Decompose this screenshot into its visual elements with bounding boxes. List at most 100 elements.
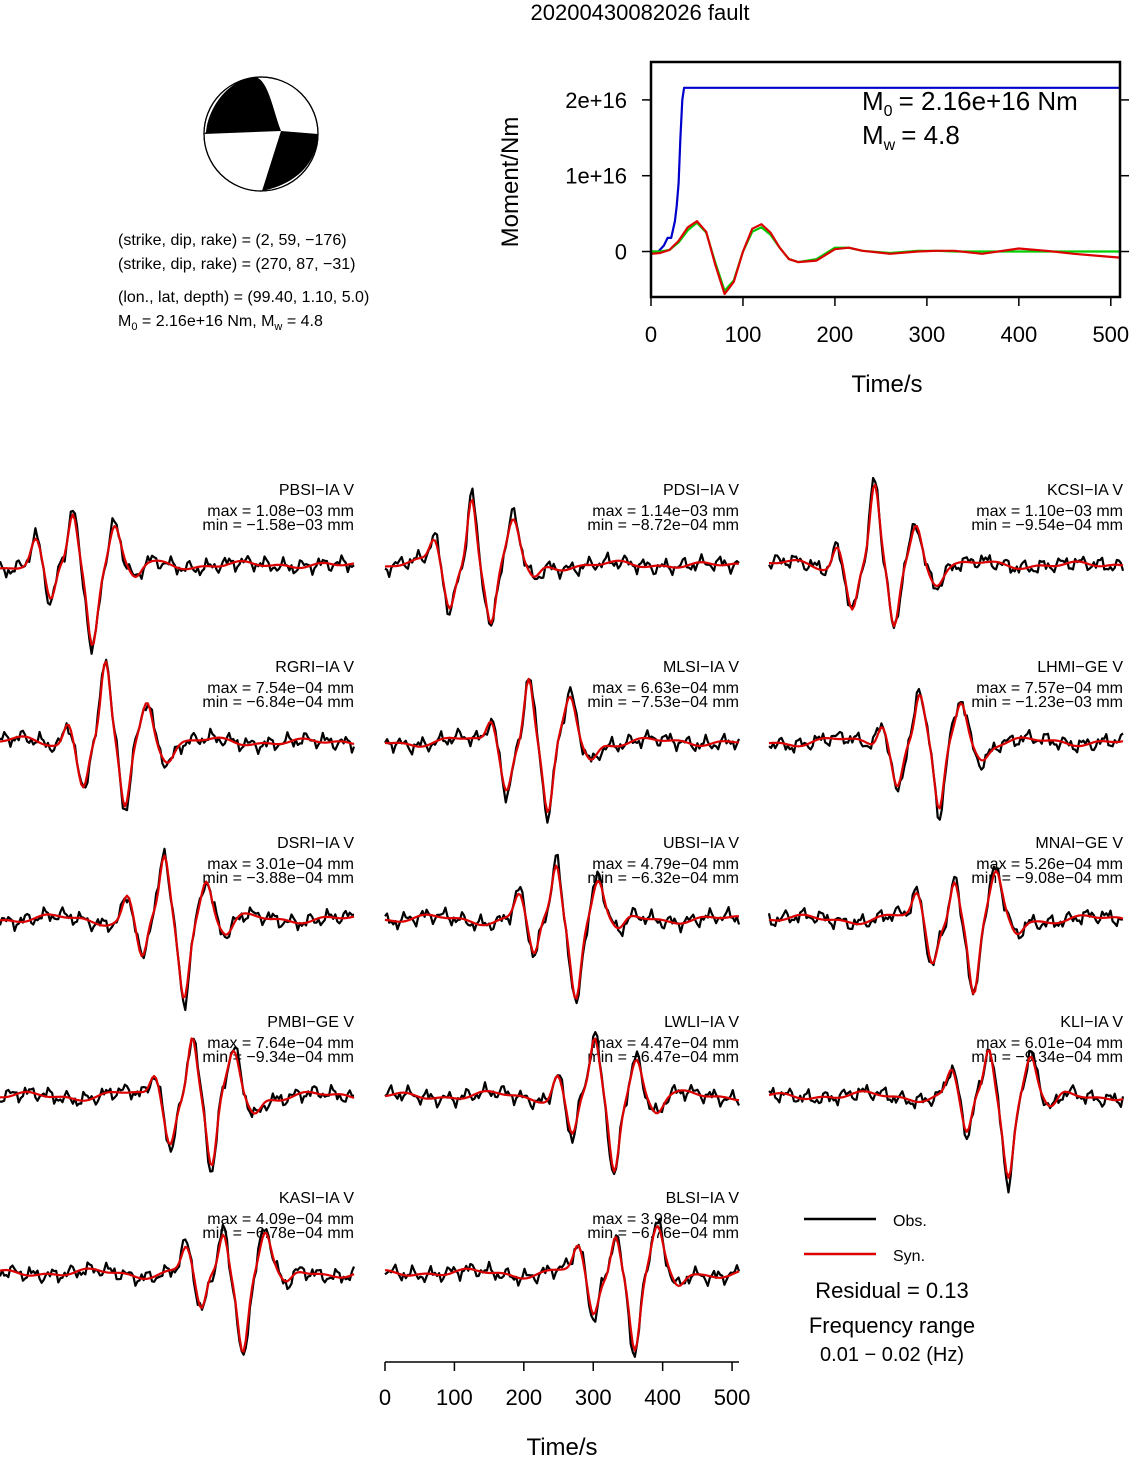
hypocenter-info: (lon., lat, depth) = (99.40, 1.10, 5.0) <box>118 289 370 306</box>
synthetic-trace <box>0 854 355 999</box>
synthetic-trace <box>384 1037 740 1173</box>
waveform-x-axis-label: Time/s <box>526 1434 597 1458</box>
max-amplitude-label: max = 4.47e−04 mm <box>592 1035 739 1052</box>
max-amplitude-label: max = 7.54e−04 mm <box>207 680 354 697</box>
station-label: PMBI−GE V <box>267 1014 354 1031</box>
station-label: MNAI−GE V <box>1035 835 1123 852</box>
max-amplitude-label: max = 7.64e−04 mm <box>207 1035 354 1052</box>
synthetic-trace <box>768 693 1124 810</box>
figure-title: 20200430082026 fault <box>531 0 750 25</box>
time-axis-tick-label: 500 <box>714 1385 751 1410</box>
legend-obs-label: Obs. <box>893 1213 927 1230</box>
min-amplitude-label: min = −7.53e−04 mm <box>587 694 739 711</box>
frequency-range-title: Frequency range <box>809 1313 975 1338</box>
moment-axis-ticks: 0 100 200 300 400 500 0 1e+16 2e+16 <box>565 88 1129 347</box>
time-axis-tick-label: 400 <box>644 1385 681 1410</box>
moment-y-tick-label: 0 <box>615 240 627 265</box>
moment-series-lines <box>650 86 1121 296</box>
station-label: MLSI−IA V <box>663 659 739 676</box>
max-amplitude-label: max = 5.26e−04 mm <box>976 856 1123 873</box>
synthetic-trace <box>384 677 739 814</box>
moment-y-tick-label: 1e+16 <box>565 164 627 189</box>
observed-trace <box>384 1217 741 1358</box>
min-amplitude-label: min = −9.34e−04 mm <box>202 1049 354 1066</box>
station-label: LWLI−IA V <box>664 1014 739 1031</box>
min-amplitude-label: min = −6.32e−04 mm <box>587 870 739 887</box>
time-axis-tick-label: 0 <box>379 1385 391 1410</box>
nodal-plane-1: (strike, dip, rake) = (2, 59, −176) <box>118 232 347 249</box>
synthetic-trace <box>384 498 740 625</box>
synthetic-trace <box>0 513 355 646</box>
moment-x-tick-label: 300 <box>909 322 946 347</box>
min-amplitude-label: min = −1.58e−03 mm <box>202 517 354 534</box>
moment-y-tick-label: 2e+16 <box>565 88 627 113</box>
observed-trace <box>0 509 355 655</box>
min-amplitude-label: min = −8.72e−04 mm <box>587 517 739 534</box>
synthetic-trace <box>768 1049 1124 1179</box>
observed-trace <box>0 1223 356 1356</box>
moment-y-axis-label: Moment/Nm <box>497 117 524 248</box>
focal-mechanism-beachball <box>203 76 319 192</box>
synthetic-trace <box>0 660 355 808</box>
min-amplitude-label: min = −6.84e−04 mm <box>202 694 354 711</box>
beachball-compressional-quadrant-upper <box>204 77 281 134</box>
moment-magnitude-info: M0 = 2.16e+16 Nm, Mw = 4.8 <box>118 313 323 334</box>
synthetic-trace <box>384 864 740 1000</box>
station-label: PBSI−IA V <box>279 482 354 499</box>
waveform-legend: Obs. Syn. Residual = 0.13 Frequency rang… <box>804 1213 975 1366</box>
min-amplitude-label: min = −9.08e−04 mm <box>971 870 1123 887</box>
synthetic-trace <box>0 1037 355 1167</box>
time-axis-tick-label: 200 <box>505 1385 542 1410</box>
station-label: KASI−IA V <box>279 1190 354 1207</box>
min-amplitude-label: min = −1.23e−03 mm <box>971 694 1123 711</box>
station-label: BLSI−IA V <box>666 1190 740 1207</box>
station-label: KLI−IA V <box>1060 1014 1123 1031</box>
max-amplitude-label: max = 3.01e−04 mm <box>207 856 354 873</box>
station-label: PDSI−IA V <box>663 482 739 499</box>
moment-plot-frame <box>649 60 1122 299</box>
time-axis-tick-label: 300 <box>575 1385 612 1410</box>
moment-function-chart: Moment/Nm Time/s 0 100 200 300 400 500 0 1e+16 2… <box>497 60 1129 398</box>
max-amplitude-label: max = 3.98e−04 mm <box>592 1211 739 1228</box>
min-amplitude-label: min = −6.78e−04 mm <box>202 1225 354 1242</box>
synthetic-trace <box>384 1225 740 1352</box>
moment-mw-annotation: Mw = 4.8 <box>862 120 960 154</box>
waveform-time-axis: 0 100 200 300 400 500 <box>379 1361 751 1410</box>
min-amplitude-label: min = −9.54e−04 mm <box>971 517 1123 534</box>
moment-x-tick-label: 0 <box>645 322 657 347</box>
synthetic-trace <box>769 483 1124 628</box>
observed-trace <box>767 865 1124 996</box>
legend-syn-label: Syn. <box>893 1248 925 1265</box>
max-amplitude-label: max = 4.09e−04 mm <box>207 1211 354 1228</box>
observed-trace <box>384 1030 740 1176</box>
max-amplitude-label: max = 1.08e−03 mm <box>207 503 354 520</box>
min-amplitude-label: min = −3.88e−04 mm <box>202 870 354 887</box>
moment-x-axis-label: Time/s <box>851 371 922 398</box>
station-label: LHMI−GE V <box>1037 659 1123 676</box>
min-amplitude-label: min = −6.76e−04 mm <box>587 1225 739 1242</box>
max-amplitude-label: max = 6.01e−04 mm <box>976 1035 1123 1052</box>
synthetic-trace <box>0 1231 355 1353</box>
min-amplitude-label: min = −6.47e−04 mm <box>587 1049 739 1066</box>
nodal-plane-2: (strike, dip, rake) = (270, 87, −31) <box>118 256 356 273</box>
moment-m0-annotation: M0 = 2.16e+16 Nm <box>862 86 1078 120</box>
beachball-compressional-quadrant-lower <box>262 131 318 191</box>
max-amplitude-label: max = 1.14e−03 mm <box>592 503 739 520</box>
blue-moment-series <box>651 86 1120 253</box>
observed-trace <box>768 476 1125 630</box>
moment-x-tick-label: 400 <box>1000 322 1037 347</box>
red-moment-series <box>650 220 1121 296</box>
observed-trace <box>768 1048 1125 1194</box>
synthetic-trace <box>768 869 1124 995</box>
